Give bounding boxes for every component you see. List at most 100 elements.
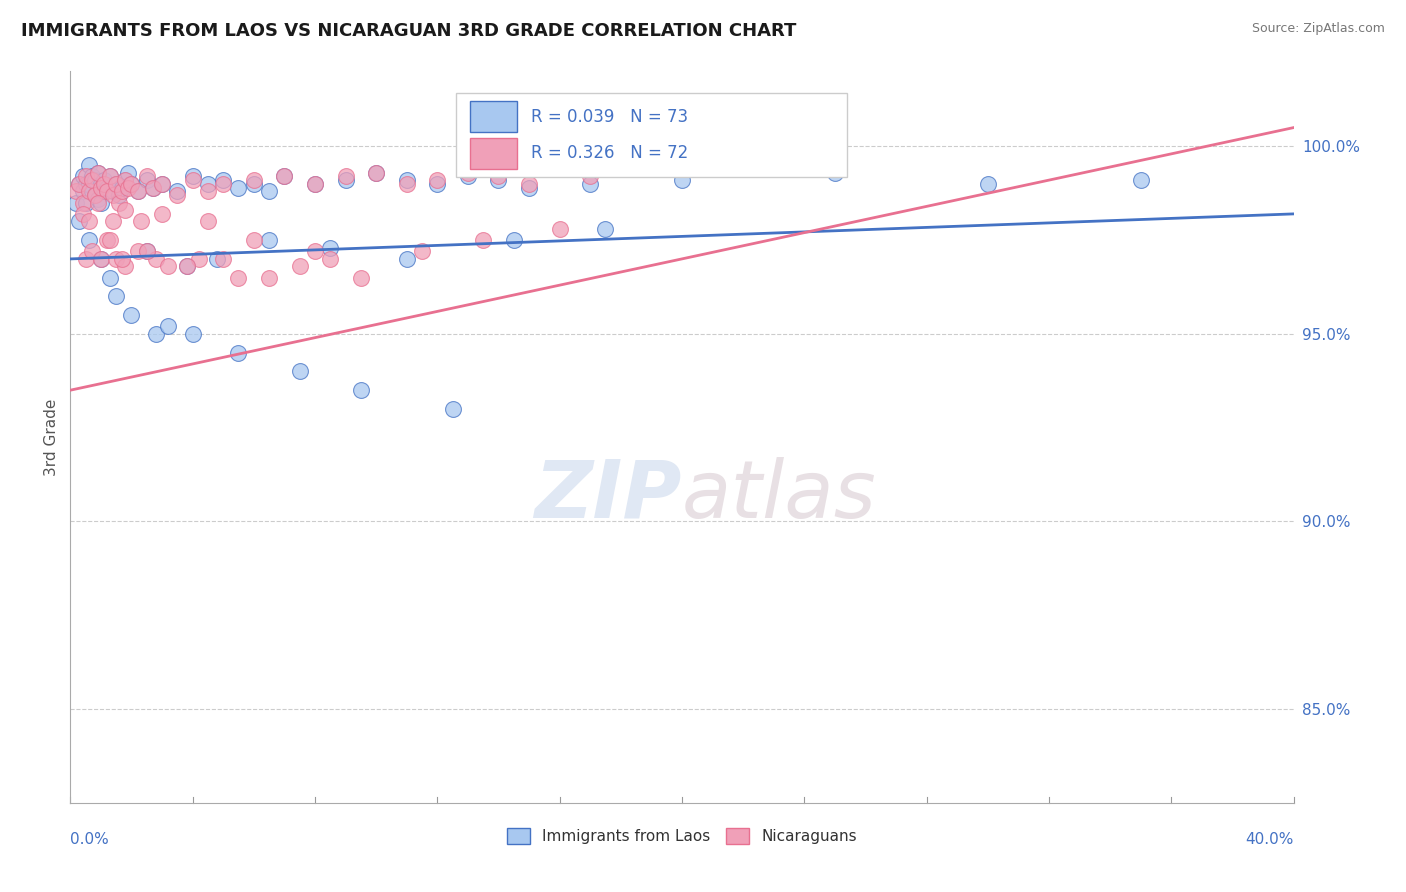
Point [197,214,219,228]
FancyBboxPatch shape [470,102,517,132]
Point [114,173,136,187]
Point [108,195,131,210]
Point [72,207,94,221]
Point [441,401,464,416]
Point [335,173,357,187]
Y-axis label: 3rd Grade: 3rd Grade [44,399,59,475]
Text: IMMIGRANTS FROM LAOS VS NICARAGUAN 3RD GRADE CORRELATION CHART: IMMIGRANTS FROM LAOS VS NICARAGUAN 3RD G… [21,22,796,40]
Point [87,166,110,180]
Point [105,177,128,191]
Text: Source: ZipAtlas.com: Source: ZipAtlas.com [1251,22,1385,36]
Point [80,173,103,187]
Point [319,241,342,255]
Point [80,185,103,199]
Point [87,195,110,210]
Point [127,244,149,259]
Point [228,345,250,359]
Point [121,308,143,322]
Text: 0.0%: 0.0% [70,832,110,847]
Point [257,270,280,285]
Point [117,180,139,194]
Point [87,192,110,206]
Point [101,214,124,228]
Point [142,180,165,194]
Point [98,233,121,247]
Point [243,173,266,187]
Point [366,166,388,180]
Point [98,270,121,285]
Point [77,214,100,228]
Point [488,169,510,184]
Point [77,233,100,247]
Point [83,188,105,202]
Point [111,252,134,266]
Point [135,244,157,259]
Point [65,185,87,199]
Point [121,177,143,191]
Point [181,326,204,341]
Point [93,185,115,199]
Point [72,195,94,210]
Point [243,233,266,247]
Point [335,169,357,184]
Point [77,185,100,199]
Point [212,177,235,191]
Point [350,270,373,285]
Point [205,252,228,266]
Point [135,169,157,184]
Point [75,169,97,184]
Point [157,260,180,274]
Point [96,180,118,194]
Point [671,173,693,187]
Point [135,173,157,187]
Point [502,233,524,247]
Point [157,319,180,334]
Point [83,173,105,187]
Point [579,169,602,184]
Point [105,289,128,303]
Point [114,203,136,218]
Point [101,185,124,199]
Point [77,158,100,172]
Point [90,180,112,194]
Point [150,207,173,221]
Point [111,185,134,199]
Point [166,188,188,202]
Point [411,244,433,259]
Text: ZIP: ZIP [534,457,682,534]
Point [75,252,97,266]
Point [105,177,128,191]
Point [69,214,91,228]
Point [80,169,103,184]
Text: 40.0%: 40.0% [1246,832,1294,847]
Point [98,169,121,184]
Point [90,252,112,266]
Point [395,177,418,191]
Point [426,177,449,191]
Point [426,173,449,187]
Point [77,177,100,191]
Point [1129,173,1152,187]
Point [69,177,91,191]
Point [273,169,295,184]
Point [90,252,112,266]
Point [150,177,173,191]
Point [145,326,167,341]
Point [457,169,479,184]
Point [181,169,204,184]
Point [304,244,326,259]
Point [142,180,165,194]
Point [69,177,91,191]
Point [114,260,136,274]
Point [595,222,617,236]
Point [96,233,118,247]
Point [548,222,571,236]
Point [166,185,188,199]
Point [129,214,152,228]
Point [187,252,209,266]
Point [145,252,167,266]
Text: R = 0.326   N = 72: R = 0.326 N = 72 [531,145,689,162]
Point [72,169,94,184]
Point [257,233,280,247]
Point [273,169,295,184]
